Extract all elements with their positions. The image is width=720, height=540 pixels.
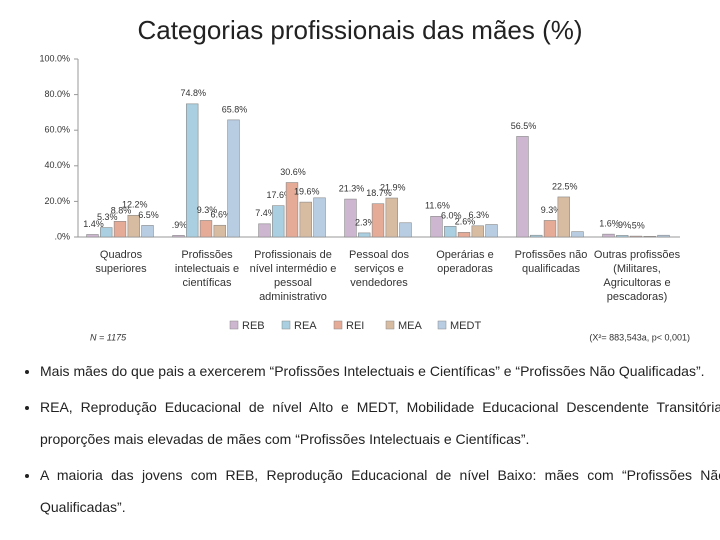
data-label: 12.2%	[122, 200, 148, 210]
data-label: 1.4%	[83, 219, 104, 229]
bar	[371, 203, 385, 238]
x-tick-label: Profissões intelectuais e científicas	[174, 249, 240, 289]
x-tick-label: Profissões não qualificadas	[514, 249, 588, 275]
bar	[530, 234, 543, 238]
data-label: 8.8%	[111, 206, 132, 216]
bullet-list: Mais mães do que pais a exercerem “Profi…	[18, 355, 720, 527]
bar	[344, 198, 357, 238]
bar	[557, 196, 570, 238]
y-tick-label: 20.0%	[44, 196, 70, 206]
data-label: 2.6%	[455, 217, 476, 227]
legend-label: REI	[346, 320, 364, 332]
data-label: .9%	[615, 220, 631, 230]
data-label: 9.3%	[541, 205, 562, 215]
bar	[113, 221, 127, 238]
data-label: 6.5%	[138, 210, 159, 220]
bar	[457, 232, 471, 238]
bar	[227, 119, 240, 238]
legend-swatch	[229, 320, 239, 330]
data-label: 22.5%	[552, 181, 578, 191]
legend-swatch	[281, 320, 291, 330]
bar	[399, 222, 412, 238]
bar	[299, 201, 312, 238]
data-label: 21.9%	[380, 182, 406, 192]
bullet: A maioria das jovens com REB, Reprodução…	[40, 459, 720, 523]
bar	[471, 225, 484, 238]
x-tick-label: Profissionais de nível intermédio e pess…	[249, 249, 337, 303]
data-label: .5%	[629, 220, 645, 230]
data-label: 5.3%	[97, 212, 118, 222]
bar	[444, 226, 457, 238]
data-label: 7.4%	[255, 208, 276, 218]
data-label: 56.5%	[511, 121, 537, 131]
bar	[629, 235, 643, 238]
legend-label: REA	[294, 320, 317, 332]
bar	[272, 205, 285, 238]
y-tick-label: 40.0%	[44, 160, 70, 170]
x-tick-label: Quadros superiores	[95, 249, 147, 275]
bar	[258, 223, 271, 238]
bar	[86, 234, 99, 238]
bar	[516, 136, 529, 238]
data-label: .9%	[172, 220, 188, 230]
bar	[657, 234, 670, 238]
bar	[643, 235, 656, 238]
data-label: 30.6%	[280, 167, 306, 177]
data-label: 2.3%	[355, 217, 376, 227]
bar	[285, 182, 299, 238]
data-label: 74.8%	[180, 88, 206, 98]
bar	[172, 235, 185, 238]
data-label: 18.7%	[366, 188, 392, 198]
bar	[199, 220, 213, 238]
x-tick-label: Pessoal dos serviços e vendedores	[349, 249, 409, 289]
data-label: 6.0%	[441, 211, 462, 221]
chart: Categorias profissionais das mães (%) N …	[39, 15, 690, 343]
bar	[385, 197, 398, 238]
y-tick-label: 100.0%	[39, 53, 70, 63]
bar	[313, 197, 326, 238]
bar	[213, 224, 226, 238]
legend-label: MEDT	[450, 320, 481, 332]
annotation: (X²= 883,543a, p< 0,001)	[589, 332, 690, 342]
legend-swatch	[385, 320, 395, 330]
annotation: N = 1175	[90, 332, 127, 342]
data-label: 6.6%	[211, 210, 232, 220]
bullet: Mais mães do que pais a exercerem “Profi…	[40, 355, 720, 387]
bar	[602, 233, 615, 238]
x-tick-label: Outras profissões (Militares, Agricultor…	[593, 249, 681, 303]
bar	[571, 231, 584, 238]
data-label: 9.3%	[197, 205, 218, 215]
bar	[358, 232, 371, 238]
bar	[485, 224, 498, 238]
legend-label: REB	[242, 320, 265, 332]
data-label: 1.6%	[599, 219, 620, 229]
data-label: 6.3%	[469, 210, 490, 220]
data-label: 17.6%	[266, 190, 292, 200]
bullet: REA, Reprodução Educacional de nível Alt…	[40, 391, 720, 455]
chart-title: Categorias profissionais das mães (%)	[137, 15, 582, 45]
x-tick-label: Operárias e operadoras	[436, 249, 494, 275]
bar	[186, 103, 199, 238]
data-label: 19.6%	[294, 186, 320, 196]
bar	[543, 220, 557, 238]
bar	[141, 225, 154, 238]
legend-swatch	[437, 320, 447, 330]
y-tick-label: 60.0%	[44, 125, 70, 135]
legend-swatch	[333, 320, 343, 330]
data-label: 65.8%	[222, 104, 248, 114]
legend-label: MEA	[398, 320, 423, 332]
bar	[430, 216, 443, 238]
bar	[100, 227, 113, 238]
bar	[127, 214, 140, 238]
bar	[616, 235, 629, 238]
y-tick-label: 80.0%	[44, 89, 70, 99]
data-label: 21.3%	[339, 183, 365, 193]
y-tick-label: .0%	[54, 231, 70, 241]
data-label: 11.6%	[425, 201, 450, 211]
